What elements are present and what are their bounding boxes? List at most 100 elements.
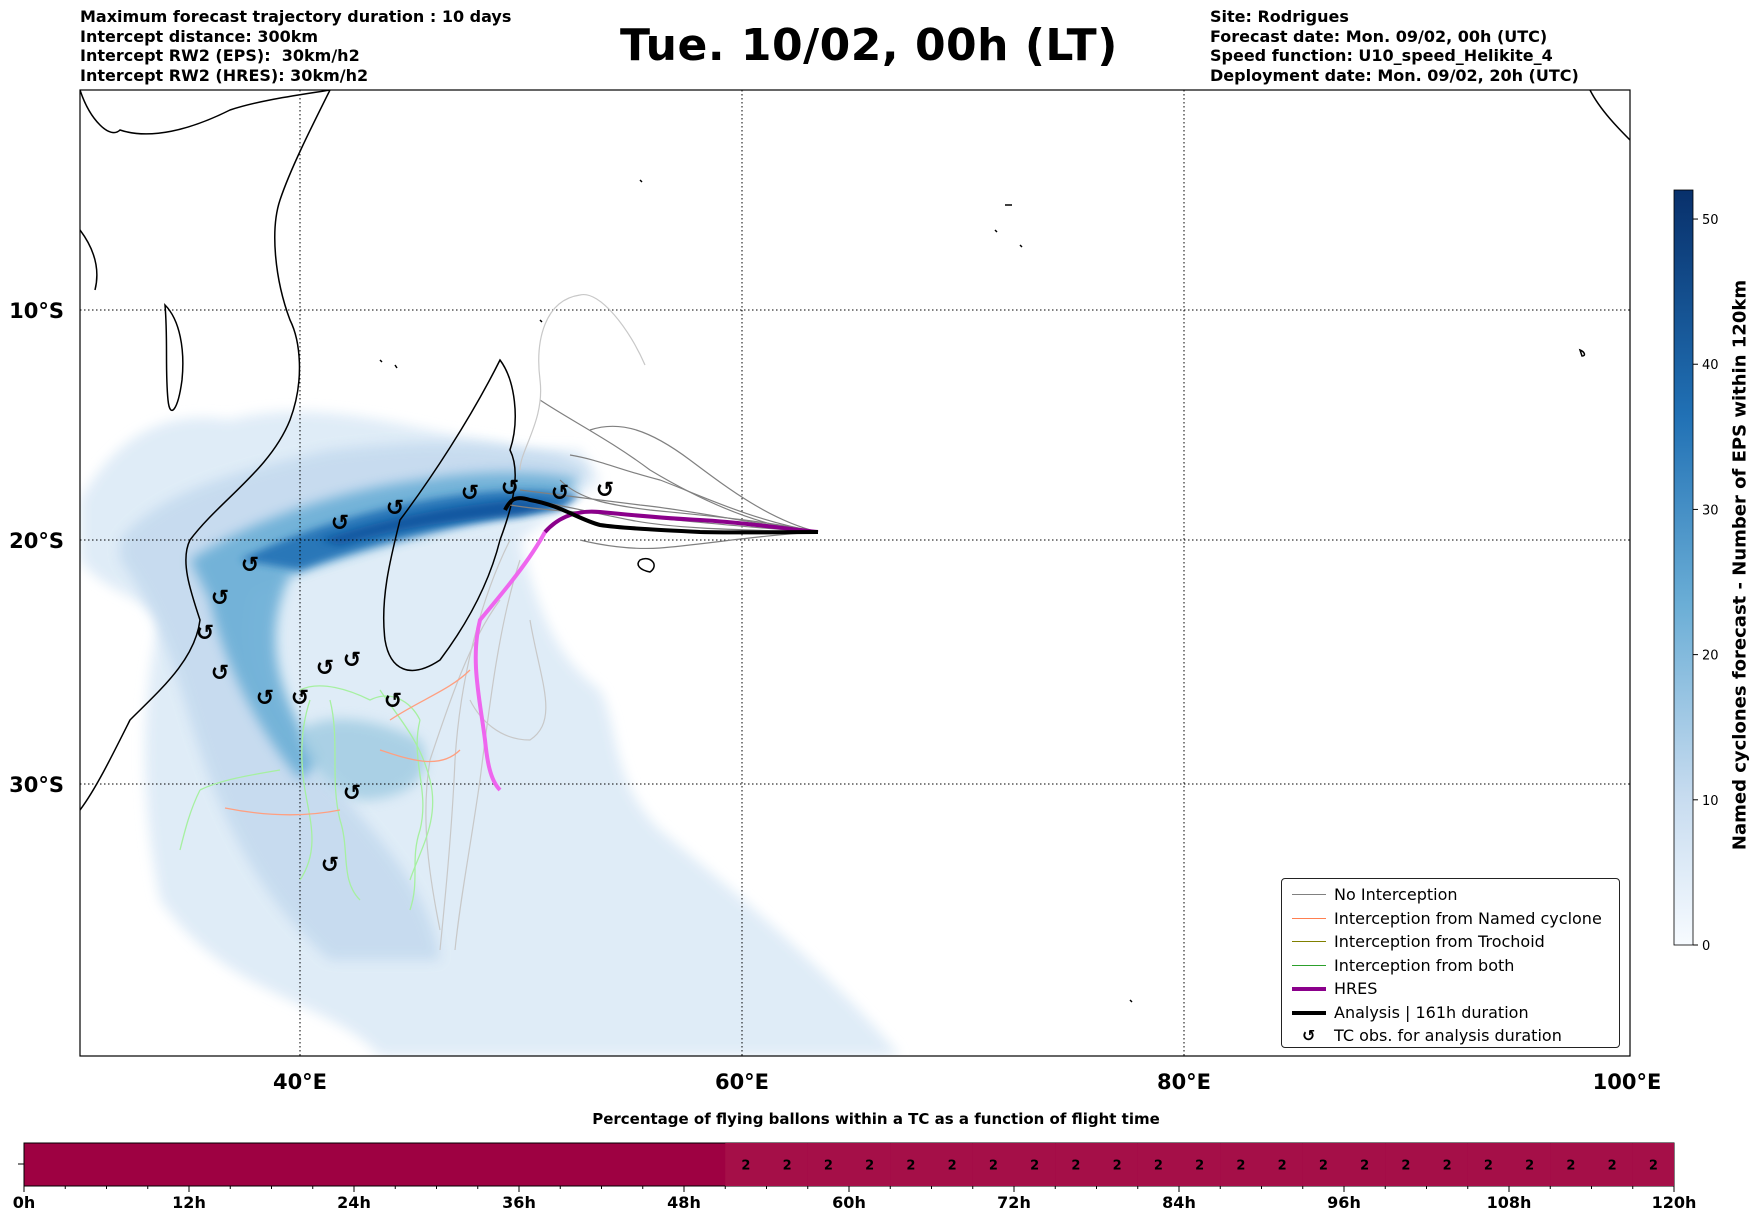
flight-time-cell-value: 2 [1236, 1159, 1245, 1174]
flight-time-cell-value: 2 [824, 1159, 833, 1174]
tc-observation-icon: ↺ [551, 481, 569, 506]
colorbar-ticks: 0 10 20 30 40 50 [1693, 213, 1719, 954]
tc-observation-icon: ↺ [343, 648, 361, 673]
lon-tick-label: 60°E [715, 1070, 769, 1094]
tc-observation-icon: ↺ [321, 853, 339, 878]
flight-time-cell [1385, 1143, 1427, 1186]
site-line: Deployment date: Mon. 09/02, 20h (UTC) [1210, 65, 1579, 85]
colorbar-tick-label: 50 [1702, 213, 1719, 228]
flight-time-cell [725, 1143, 767, 1186]
lon-tick-label: 40°E [273, 1070, 327, 1094]
flight-time-cell [890, 1143, 932, 1186]
flight-time-tick-label: 108h [1487, 1193, 1532, 1212]
legend-item: ↺ TC obs. for analysis duration [1282, 1024, 1619, 1048]
legend-item: Interception from both [1282, 954, 1619, 978]
legend-label: Interception from both [1334, 955, 1515, 975]
flight-time-cell-value: 2 [1443, 1159, 1452, 1174]
legend-item: Interception from Trochoid [1282, 930, 1619, 954]
legend-swatch [1292, 894, 1326, 895]
flight-time-cell [1261, 1143, 1303, 1186]
param-line: Intercept distance: 300km [80, 26, 319, 46]
param-line: Intercept RW2 (EPS): 30km/h2 [80, 46, 360, 65]
flight-time-cell [1179, 1143, 1221, 1186]
flight-time-cell [1344, 1143, 1386, 1186]
tc-observation-icon: ↺ [461, 481, 479, 506]
eps-trajectories-named-cyclone [224, 669, 471, 816]
legend-swatch [1292, 964, 1326, 966]
colorbar-tick-label: 10 [1702, 794, 1719, 809]
flight-time-bar-title: Percentage of flying ballons within a TC… [592, 1110, 1160, 1128]
colorbar-tick-label: 40 [1702, 358, 1719, 373]
flight-time-cell [1096, 1143, 1138, 1186]
page-title: Tue. 10/02, 00h (LT) [620, 20, 1118, 71]
legend-label: TC obs. for analysis duration [1334, 1026, 1562, 1045]
lat-tick-label: 30°S [9, 773, 64, 797]
colorbar-tick-label: 20 [1702, 649, 1719, 664]
flight-time-cell-value: 2 [948, 1159, 957, 1174]
flight-time-bar: 2 2 2 2 2 2 2 2 2 2 2 2 2 2 2 2 2 2 2 2 2 2 2 0h 12h 24h 36h 48h 60… [13, 1142, 1697, 1212]
flight-time-cell-value: 2 [1113, 1159, 1122, 1174]
flight-time-cell-value: 2 [1566, 1159, 1575, 1174]
colorbar-title: Named cyclones forecast - Number of EPS … [1729, 279, 1751, 851]
flight-time-cell [849, 1143, 891, 1186]
flight-time-tick-label: 24h [337, 1193, 371, 1212]
tc-symbol-icon: ↺ [1302, 1026, 1316, 1045]
tc-observation-icon: ↺ [596, 478, 614, 503]
tc-observation-icon: ↺ [211, 586, 229, 611]
flight-time-cell-value: 2 [783, 1159, 792, 1174]
flight-time-cell [931, 1143, 973, 1186]
flight-time-cell-value: 2 [1649, 1159, 1658, 1174]
legend-label: Interception from Trochoid [1334, 932, 1545, 951]
flight-time-cell [1137, 1143, 1179, 1186]
flight-time-cell [972, 1143, 1014, 1186]
flight-time-cell [766, 1143, 808, 1186]
density-field [80, 411, 900, 1056]
flight-time-cell-value: 2 [1278, 1159, 1287, 1174]
hres-highlight-track [473, 531, 547, 792]
map-frame [79, 89, 1631, 1057]
forecast-parameters: Maximum forecast trajectory duration : 1… [80, 7, 511, 85]
flight-time-cell [1632, 1143, 1674, 1186]
tc-observation-icon: ↺ [291, 686, 309, 711]
flight-time-cell [1467, 1143, 1509, 1186]
flight-time-tick-label: 60h [832, 1193, 866, 1212]
tc-observation-icon: ↺ [501, 476, 519, 501]
map-legend: No Interception Interception from Named … [1281, 878, 1620, 1048]
flight-time-cell [1509, 1143, 1551, 1186]
colorbar-tick-label: 30 [1702, 503, 1719, 518]
tc-observation-icon: ↺ [196, 621, 214, 646]
site-line: Speed function: U10_speed_Helikite_4 [1210, 46, 1553, 65]
site-line: Site: Rodrigues [1210, 7, 1349, 26]
flight-time-cell-value: 2 [865, 1159, 874, 1174]
legend-swatch [1292, 941, 1326, 942]
tc-observation-icon: ↺ [316, 656, 334, 681]
tc-observation-icon: ↺ [386, 496, 404, 521]
flight-time-cell-value: 2 [741, 1159, 750, 1174]
legend-swatch [1292, 987, 1326, 991]
flight-time-cell [1302, 1143, 1344, 1186]
flight-time-cell [1014, 1143, 1056, 1186]
flight-time-cell-value: 2 [906, 1159, 915, 1174]
flight-time-cells: 2 2 2 2 2 2 2 2 2 2 2 2 2 2 2 2 2 2 2 2 2 2 2 [725, 1143, 1674, 1186]
flight-time-cell-value: 2 [1401, 1159, 1410, 1174]
flight-time-cell [807, 1143, 849, 1186]
legend-swatch [1292, 917, 1326, 919]
map-area: ↺ ↺ ↺ ↺ ↺ ↺ ↺ ↺ ↺ ↺ ↺ ↺ ↺ ↺ ↺ ↺ ↺ [80, 90, 1630, 1056]
flight-time-cell-value: 2 [1071, 1159, 1080, 1174]
flight-time-tick-label: 72h [997, 1193, 1031, 1212]
coastlines [80, 90, 1630, 1003]
tc-observation-icon: ↺ [343, 781, 361, 806]
param-line: Intercept RW2 (HRES): 30km/h2 [80, 65, 369, 85]
tc-observation-icon: ↺ [331, 511, 349, 536]
flight-time-cell-value: 2 [989, 1159, 998, 1174]
flight-time-cell-value: 2 [1154, 1159, 1163, 1174]
flight-time-tick-label: 120h [1652, 1193, 1697, 1212]
tc-observation-icon: ↺ [256, 686, 274, 711]
legend-label: Interception from Named cyclone [1334, 908, 1602, 928]
legend-item: HRES [1282, 977, 1619, 1001]
eps-trajectories-both [179, 685, 434, 911]
lat-tick-label: 20°S [9, 529, 64, 553]
param-line: Maximum forecast trajectory duration : 1… [80, 7, 512, 26]
lon-tick-label: 100°E [1593, 1070, 1662, 1094]
